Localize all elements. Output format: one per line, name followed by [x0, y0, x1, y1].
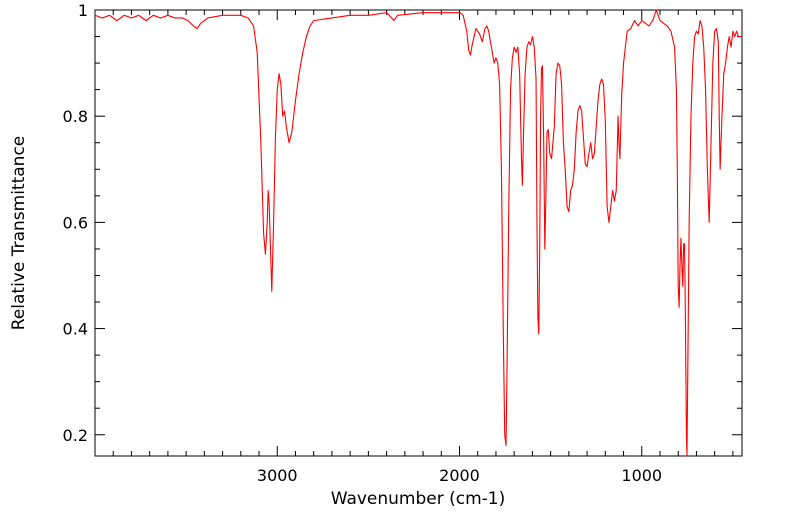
- x-axis-label: Wavenumber (cm-1): [331, 489, 506, 509]
- y-tick-label: 0.8: [63, 107, 88, 126]
- x-tick-label: 3000: [257, 466, 298, 485]
- y-tick-label: 0.6: [63, 213, 88, 232]
- y-tick-label: 1: [78, 1, 88, 20]
- spectrum-series-line: [94, 9, 742, 457]
- y-tick-label: 0.2: [63, 426, 88, 445]
- y-axis-ticks: 0.2 0.4 0.6 0.8 1: [63, 1, 742, 445]
- x-tick-label: 1000: [621, 466, 662, 485]
- y-tick-label: 0.4: [63, 320, 88, 339]
- plot-frame: [94, 9, 743, 457]
- x-tick-label: 2000: [439, 466, 480, 485]
- y-axis-label: Relative Transmittance: [9, 136, 29, 331]
- x-axis-ticks: 3000 2000 1000: [112, 10, 734, 485]
